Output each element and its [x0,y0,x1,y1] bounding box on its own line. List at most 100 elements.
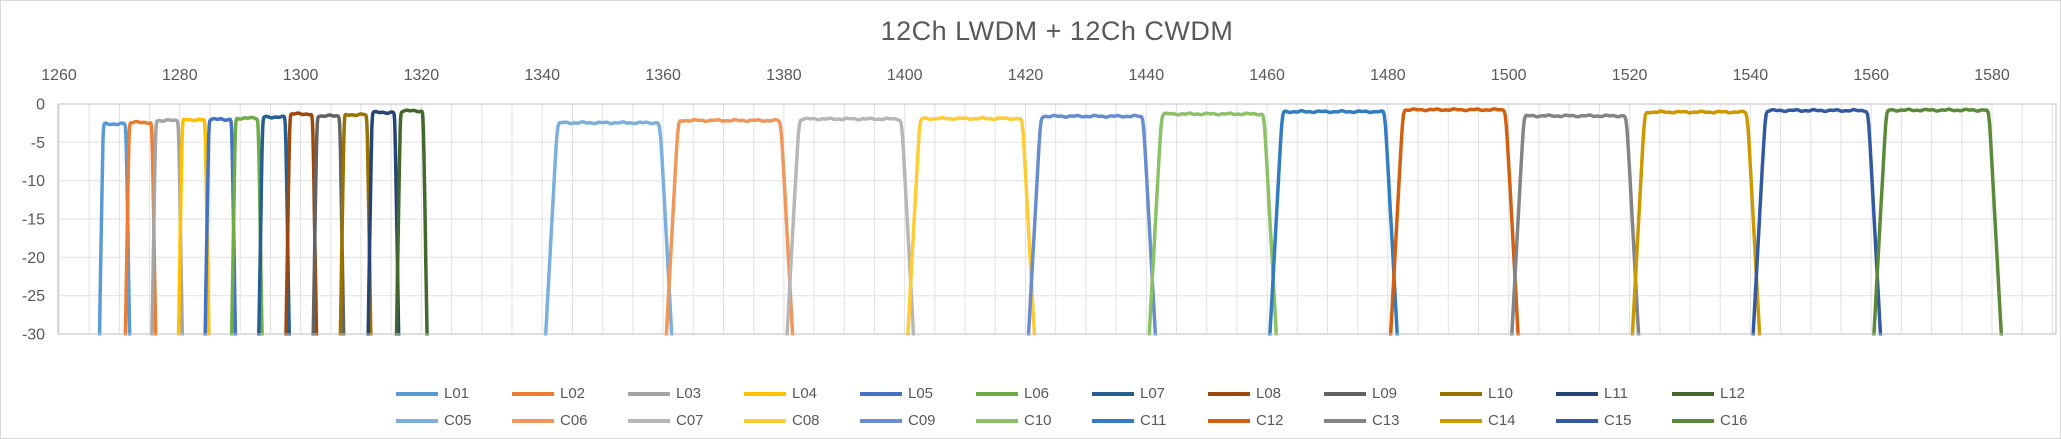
legend-item-l11[interactable]: L11 [1556,386,1672,401]
legend-key-c12 [1208,418,1250,423]
legend-item-c14[interactable]: C14 [1440,413,1556,428]
series-L09-curve[interactable] [306,113,351,356]
legend-key-l06 [976,391,1018,396]
series-L12-curve[interactable] [389,108,434,356]
y-tick-label: -5 [31,135,45,152]
legend-label: C14 [1488,412,1516,429]
legend-label: C08 [792,412,820,429]
series-C06-curve[interactable] [658,117,799,356]
legend-item-l07[interactable]: L07 [1092,386,1208,401]
legend-item-c11[interactable]: C11 [1092,413,1208,428]
series-C05-curve[interactable] [537,120,678,356]
legend-key-c05 [396,418,438,423]
legend-label: L08 [1256,385,1282,402]
plot-area[interactable]: 1260 1280 1300 1320 1340 1360 1380 1400 1420 1440… [1,1,2061,356]
legend-label: L06 [1024,385,1050,402]
legend-key-c11 [1092,418,1134,423]
series-C08-curve[interactable] [900,115,1041,356]
legend-key-c06 [512,418,554,423]
legend-label: L07 [1140,385,1166,402]
y-tick-label: -25 [22,288,45,305]
legend-item-l08[interactable]: L08 [1208,386,1324,401]
legend-label: C11 [1140,412,1167,429]
legend-item-l12[interactable]: L12 [1672,386,1788,401]
x-tick-label: 1460 [1249,67,1285,84]
legend-item-l02[interactable]: L02 [512,386,628,401]
legend-item-c13[interactable]: C13 [1324,413,1440,428]
legend-item-l05[interactable]: L05 [860,386,976,401]
y-tick-label: -30 [22,327,45,344]
series-C09-curve[interactable] [1021,113,1162,356]
series-L02-curve[interactable] [118,119,163,357]
legend-item-c07[interactable]: C07 [628,413,744,428]
x-tick-label: 1320 [404,67,440,84]
legend-item-l04[interactable]: L04 [744,386,860,401]
series-L05-curve[interactable] [198,116,243,356]
legend-key-l11 [1556,391,1598,396]
y-tick-label: -10 [22,173,45,190]
legend-item-l06[interactable]: L06 [976,386,1092,401]
legend-label: L12 [1720,385,1746,402]
x-tick-label: 1340 [524,67,560,84]
legend-item-c12[interactable]: C12 [1208,413,1324,428]
legend-key-c09 [860,418,902,423]
legend-label: C05 [444,412,472,429]
y-tick-label: 0 [36,97,45,114]
legend-item-l01[interactable]: L01 [396,386,512,401]
series-C13-curve[interactable] [1504,113,1645,356]
legend-item-l03[interactable]: L03 [628,386,744,401]
series-C10-curve[interactable] [1142,111,1283,356]
legend-key-c07 [628,418,670,423]
x-tick-label: 1560 [1853,67,1889,84]
legend-item-c06[interactable]: C06 [512,413,628,428]
x-tick-label: 1440 [1129,67,1165,84]
legend-label: C12 [1256,412,1284,429]
series-C11-curve[interactable] [1262,108,1403,356]
x-tick-label: 1540 [1733,67,1769,84]
x-tick-label: 1480 [1370,67,1406,84]
legend-item-l10[interactable]: L10 [1440,386,1556,401]
series-L04-curve[interactable] [171,117,216,356]
legend-key-l09 [1324,391,1366,396]
legend-label: C06 [560,412,588,429]
legend-item-l09[interactable]: L09 [1324,386,1440,401]
series-L10-curve[interactable] [333,112,378,356]
legend-label: L01 [444,385,470,402]
legend-key-c16 [1672,418,1714,423]
legend-key-l10 [1440,391,1482,396]
legend-key-c15 [1556,418,1598,423]
series-C16-curve[interactable] [1866,107,2007,356]
series-L07-curve[interactable] [251,114,296,356]
series-L08-curve[interactable] [279,111,324,356]
legend-key-l08 [1208,391,1250,396]
series-C14-curve[interactable] [1625,109,1766,356]
series-C07-curve[interactable] [779,116,920,356]
x-tick-label: 1280 [162,67,198,84]
legend-item-c15[interactable]: C15 [1556,413,1672,428]
x-tick-label: 1360 [645,67,681,84]
legend-key-l05 [860,391,902,396]
series-L03-curve[interactable] [145,117,190,356]
legend-label: C16 [1720,412,1748,429]
legend-row-cwdm: C05 C06 C07 C08 C09 C10 C11 C12 C13 C14 C15 C16 [396,407,1788,434]
legend-key-l12 [1672,391,1714,396]
series-C15-curve[interactable] [1746,107,1887,356]
x-tick-label: 1400 [887,67,923,84]
legend-label: L05 [908,385,934,402]
legend-item-c05[interactable]: C05 [396,413,512,428]
legend: L01 L02 L03 L04 L05 L06 L07 L08 L09 L10 L11 L12 C05 C… [396,380,1788,434]
chart-title: 12Ch LWDM + 12Ch CWDM [880,16,1234,46]
legend-key-c10 [976,418,1018,423]
series-C12-curve[interactable] [1383,107,1524,356]
legend-item-c09[interactable]: C09 [860,413,976,428]
legend-key-c08 [744,418,786,423]
legend-item-c16[interactable]: C16 [1672,413,1788,428]
legend-item-c08[interactable]: C08 [744,413,860,428]
x-tick-label: 1520 [1612,67,1648,84]
legend-row-lwdm: L01 L02 L03 L04 L05 L06 L07 L08 L09 L10 L11 L12 [396,380,1788,407]
legend-item-c10[interactable]: C10 [976,413,1092,428]
series-L01-curve[interactable] [92,121,137,356]
legend-key-l07 [1092,391,1134,396]
legend-label: L09 [1372,385,1398,402]
